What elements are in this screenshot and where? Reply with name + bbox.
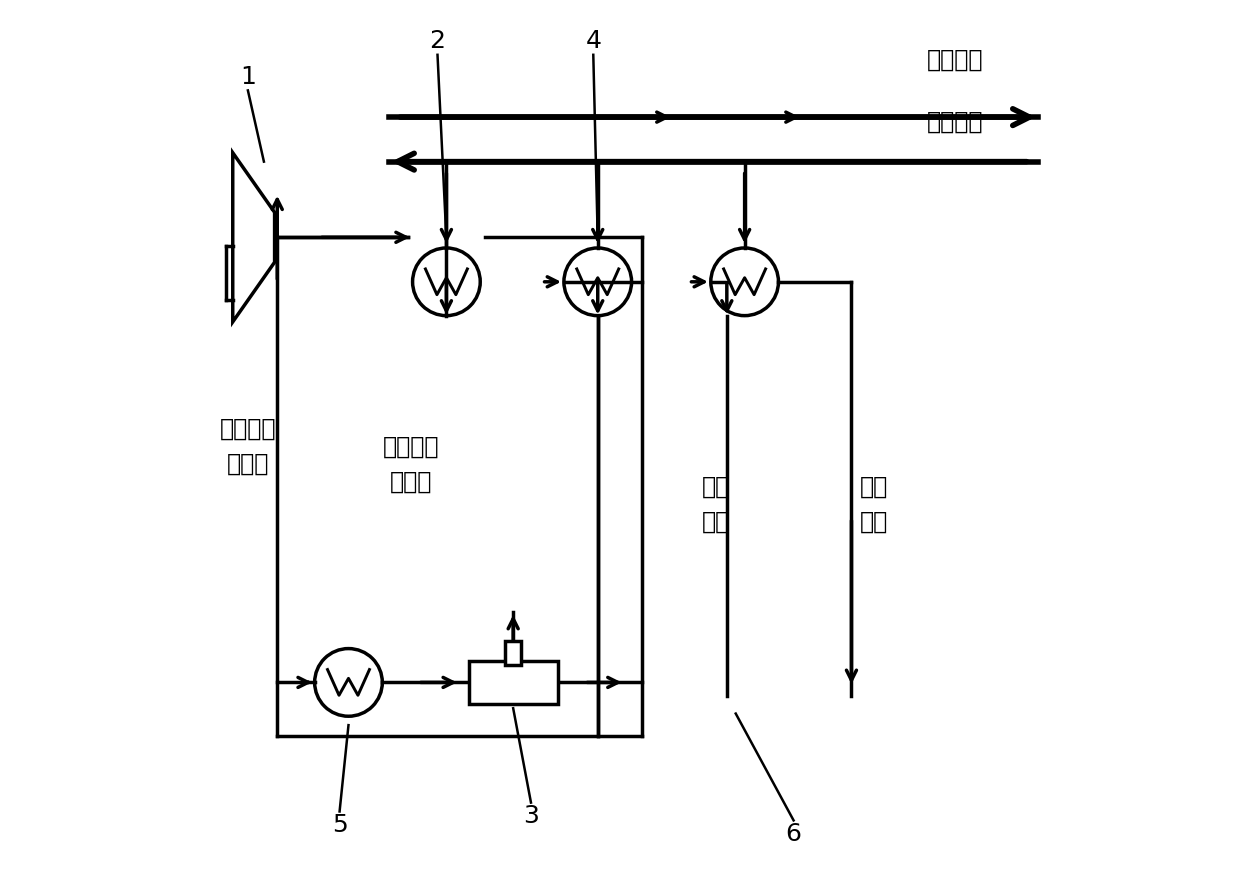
Text: 热网回水: 热网回水: [928, 110, 983, 134]
Text: 汽机
抽气: 汽机 抽气: [702, 475, 730, 534]
Text: 4: 4: [585, 29, 601, 54]
Text: 3: 3: [523, 804, 539, 828]
Text: 冷却后的
冷却水: 冷却后的 冷却水: [383, 435, 439, 494]
Text: 1: 1: [241, 65, 255, 89]
Text: 6: 6: [786, 822, 801, 846]
Text: 热网供水: 热网供水: [928, 47, 983, 71]
Text: 待冷却的
冷却水: 待冷却的 冷却水: [219, 417, 277, 476]
Text: 5: 5: [332, 813, 347, 837]
Text: 至回
热器: 至回 热器: [859, 475, 888, 534]
Text: 2: 2: [429, 29, 445, 54]
Bar: [469, 661, 558, 704]
Bar: [505, 640, 521, 664]
